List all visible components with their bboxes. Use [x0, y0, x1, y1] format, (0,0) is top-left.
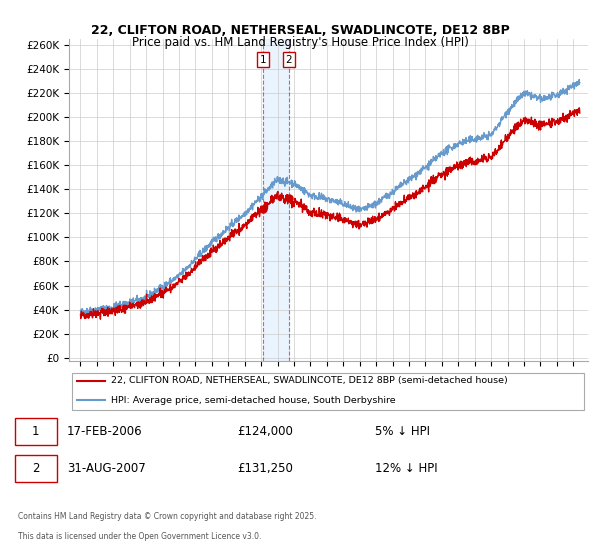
- Text: 22, CLIFTON ROAD, NETHERSEAL, SWADLINCOTE, DE12 8BP: 22, CLIFTON ROAD, NETHERSEAL, SWADLINCOT…: [91, 24, 509, 36]
- Bar: [263, 39, 289, 361]
- Text: £124,000: £124,000: [237, 424, 293, 438]
- FancyBboxPatch shape: [15, 418, 56, 445]
- Text: Contains HM Land Registry data © Crown copyright and database right 2025.: Contains HM Land Registry data © Crown c…: [18, 512, 317, 521]
- Text: 5% ↓ HPI: 5% ↓ HPI: [375, 424, 430, 438]
- FancyBboxPatch shape: [15, 455, 56, 482]
- Text: 22, CLIFTON ROAD, NETHERSEAL, SWADLINCOTE, DE12 8BP (semi-detached house): 22, CLIFTON ROAD, NETHERSEAL, SWADLINCOT…: [110, 376, 507, 385]
- Text: 1: 1: [32, 424, 40, 438]
- FancyBboxPatch shape: [71, 372, 584, 409]
- Text: 2: 2: [285, 55, 292, 64]
- Text: 31-AUG-2007: 31-AUG-2007: [67, 462, 146, 475]
- Text: HPI: Average price, semi-detached house, South Derbyshire: HPI: Average price, semi-detached house,…: [110, 396, 395, 405]
- Text: 17-FEB-2006: 17-FEB-2006: [67, 424, 143, 438]
- Text: 2: 2: [32, 462, 40, 475]
- Text: Price paid vs. HM Land Registry's House Price Index (HPI): Price paid vs. HM Land Registry's House …: [131, 36, 469, 49]
- Text: £131,250: £131,250: [237, 462, 293, 475]
- Text: 1: 1: [260, 55, 266, 64]
- Text: 12% ↓ HPI: 12% ↓ HPI: [375, 462, 438, 475]
- Text: This data is licensed under the Open Government Licence v3.0.: This data is licensed under the Open Gov…: [18, 532, 262, 541]
